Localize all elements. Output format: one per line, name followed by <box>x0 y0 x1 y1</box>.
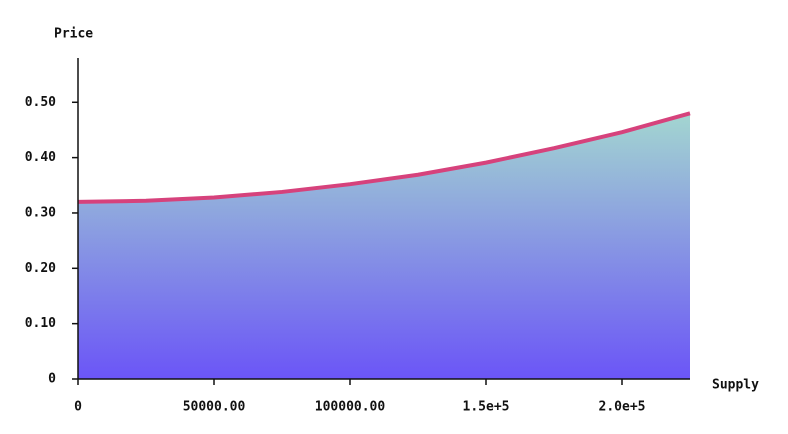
area-fill <box>78 113 690 380</box>
y-tick-label: 0 <box>48 372 56 387</box>
line <box>77 111 691 204</box>
x-tick-label: 100000.00 <box>315 400 386 415</box>
y-axis-label: Price <box>54 27 93 42</box>
x-tick-label: 0 <box>74 400 82 415</box>
y-tick-label: 0.30 <box>25 205 56 220</box>
y-tick-label: 0.10 <box>25 316 56 331</box>
y-tick-label: 0.20 <box>25 261 56 276</box>
y-tick-label: 0.50 <box>25 95 56 110</box>
x-axis-label: Supply <box>712 378 759 393</box>
x-tick-label: 1.5e+5 <box>463 400 510 415</box>
x-tick-label: 50000.00 <box>183 400 246 415</box>
x-tick-label: 2.0e+5 <box>599 400 646 415</box>
y-tick-label: 0.40 <box>25 150 56 165</box>
